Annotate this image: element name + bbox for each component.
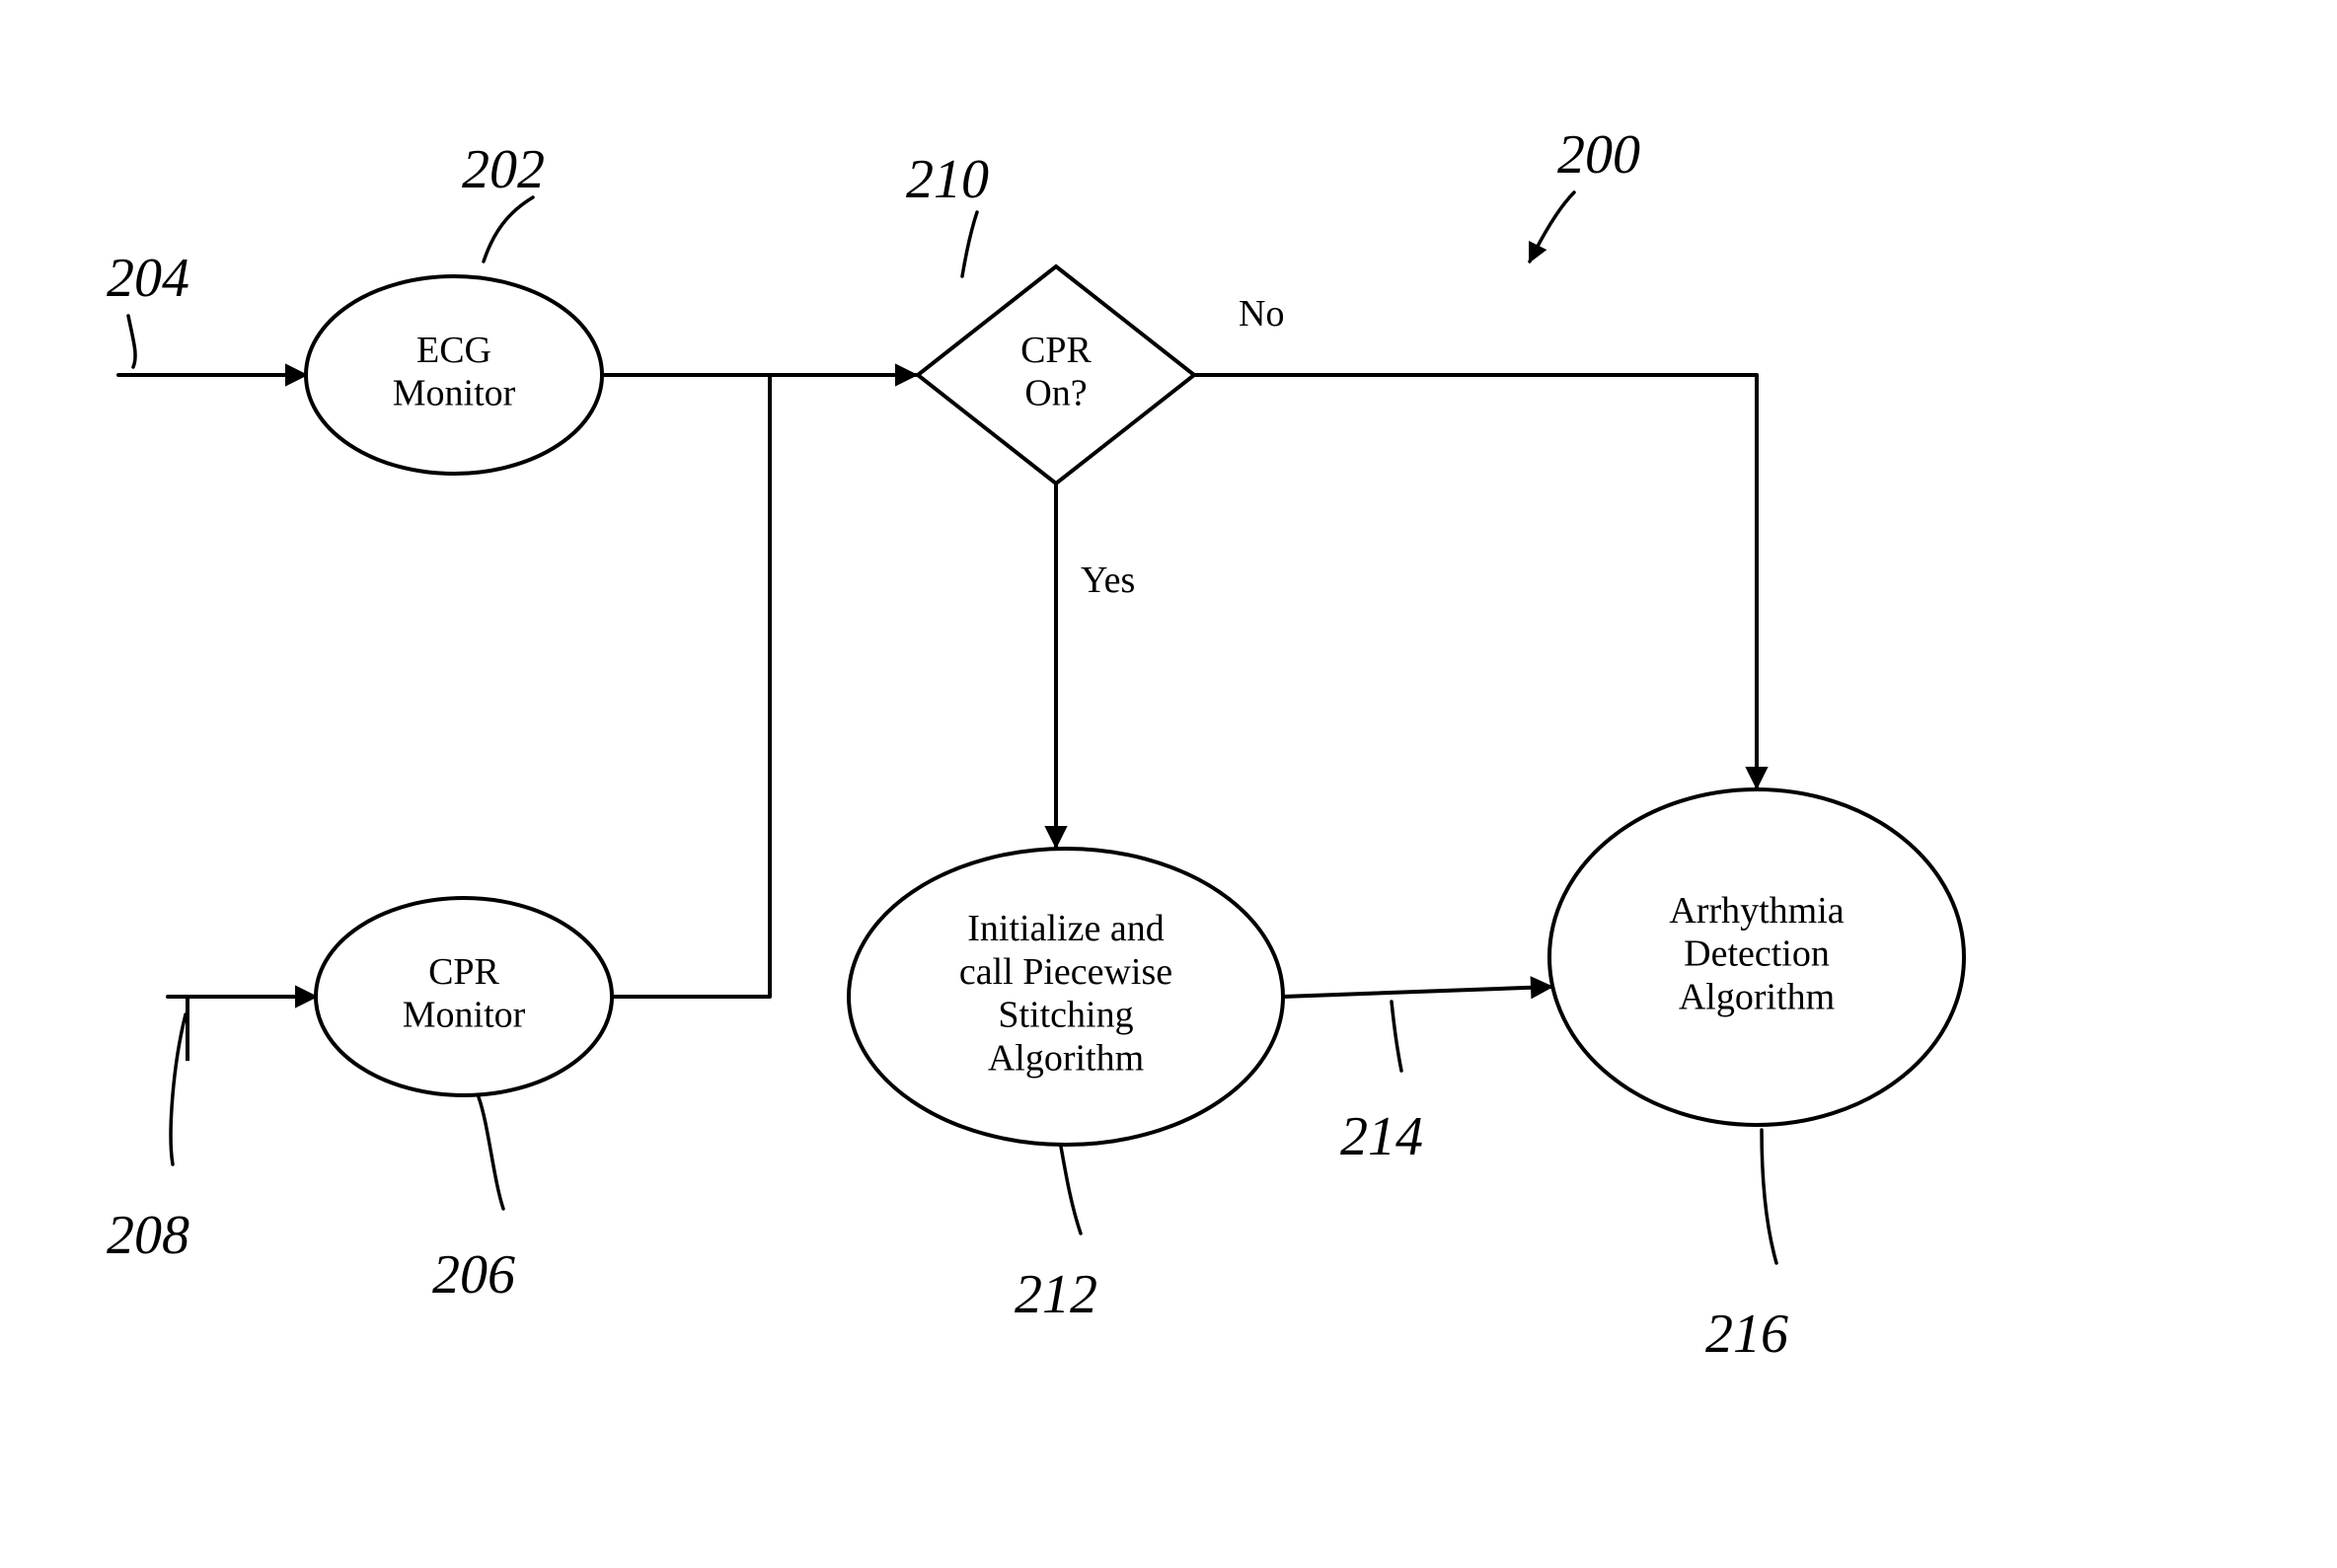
node-dec-label: On? bbox=[1024, 373, 1087, 414]
node-arr-label: Detection bbox=[1684, 933, 1830, 975]
node-arr-label: Arrhythmia bbox=[1669, 890, 1844, 932]
ref-204-label: 204 bbox=[107, 248, 189, 309]
node-ecg-label: ECG bbox=[416, 330, 491, 371]
ref-208: 208 bbox=[107, 1014, 189, 1266]
edge-branch-down bbox=[612, 375, 770, 997]
node-ecg: ECGMonitor bbox=[306, 276, 602, 474]
ref-200-label: 200 bbox=[1557, 124, 1640, 186]
node-dec: CPROn? bbox=[918, 266, 1194, 484]
node-stitch-label: Algorithm bbox=[988, 1037, 1144, 1079]
edge-dec-yes-label: Yes bbox=[1081, 560, 1135, 601]
node-arr-label: Algorithm bbox=[1679, 976, 1835, 1017]
edge-dec-no-label: No bbox=[1239, 293, 1284, 335]
node-cpr-label: CPR bbox=[428, 951, 499, 993]
ref-202: 202 bbox=[462, 139, 545, 261]
node-stitch-label: call Piecewise bbox=[959, 951, 1172, 993]
ref-214-label: 214 bbox=[1340, 1106, 1423, 1167]
ref-212-label: 212 bbox=[1015, 1264, 1097, 1325]
ref-210: 210 bbox=[906, 149, 989, 276]
ref-212: 212 bbox=[1015, 1147, 1097, 1325]
ref-208-label: 208 bbox=[107, 1205, 189, 1266]
node-cpr: CPRMonitor bbox=[316, 898, 612, 1095]
node-stitch-label: Initialize and bbox=[967, 908, 1164, 949]
ref-202-label: 202 bbox=[462, 139, 545, 200]
ref-200: 200 bbox=[1530, 124, 1640, 261]
node-stitch-label: Stitching bbox=[998, 995, 1133, 1036]
edge-dec-yes: Yes bbox=[1056, 484, 1135, 847]
ref-216-label: 216 bbox=[1705, 1304, 1788, 1365]
ref-214: 214 bbox=[1340, 1002, 1423, 1167]
ref-210-label: 210 bbox=[906, 149, 989, 210]
edge-stitch-arr bbox=[1283, 987, 1551, 997]
node-stitch: Initialize andcall PiecewiseStitchingAlg… bbox=[849, 849, 1283, 1145]
ref-216: 216 bbox=[1705, 1130, 1788, 1365]
node-dec-label: CPR bbox=[1020, 330, 1092, 371]
edge-dec-no: No bbox=[1194, 293, 1757, 787]
edge-in-cpr bbox=[168, 997, 316, 1061]
ref-206-label: 206 bbox=[432, 1244, 515, 1306]
node-ecg-label: Monitor bbox=[393, 373, 516, 414]
ref-206: 206 bbox=[432, 1097, 515, 1306]
ref-204: 204 bbox=[107, 248, 189, 367]
node-cpr-label: Monitor bbox=[403, 995, 526, 1036]
node-arr: ArrhythmiaDetectionAlgorithm bbox=[1549, 789, 1964, 1125]
